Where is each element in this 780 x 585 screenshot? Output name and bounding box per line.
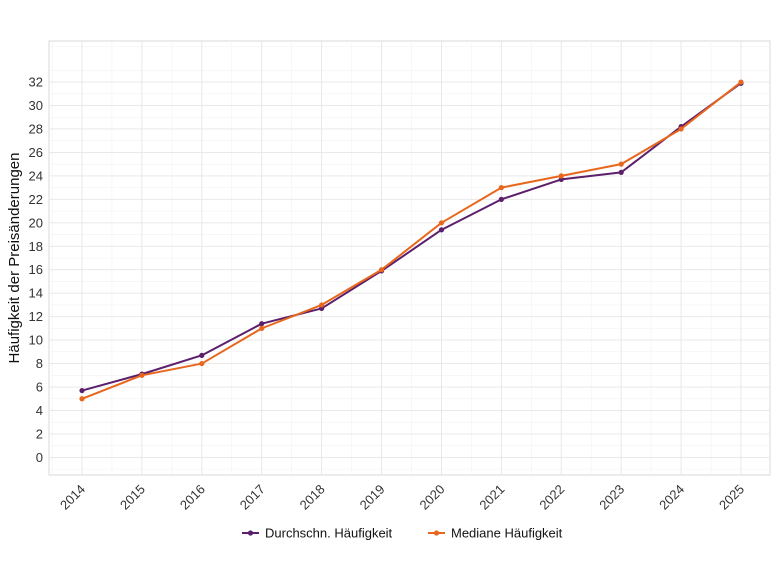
data-point: [618, 169, 624, 175]
y-tick-label: 12: [29, 309, 43, 324]
legend-label: Durchschn. Häufigkeit: [265, 526, 393, 541]
x-tick-label: 2015: [117, 482, 148, 513]
y-tick-label: 6: [36, 380, 43, 395]
data-point: [79, 387, 85, 394]
y-axis-label: Häufigkeit der Preisänderungen: [6, 153, 23, 364]
data-point: [139, 372, 145, 378]
y-tick-label: 0: [36, 450, 43, 465]
data-point: [259, 321, 265, 327]
y-tick-label: 24: [29, 168, 43, 183]
x-tick-label: 2025: [716, 482, 747, 513]
y-tick-label: 2: [36, 426, 43, 441]
x-tick-label: 2022: [536, 482, 567, 513]
x-tick-label: 2018: [297, 482, 328, 513]
data-point: [319, 302, 325, 308]
legend-item: Durchschn. Häufigkeit: [242, 526, 393, 541]
data-point: [678, 126, 684, 132]
x-axis-ticks: 2014 2015 2016 2017 2018 2019 2020 2021 2022 2023…: [57, 482, 747, 513]
x-tick-label: 2020: [417, 482, 448, 513]
y-tick-label: 20: [29, 215, 43, 230]
y-tick-label: 26: [29, 145, 43, 160]
y-tick-label: 18: [29, 239, 43, 254]
legend-key-point: [433, 530, 440, 536]
series-group: [79, 79, 744, 402]
series-line: [81, 81, 742, 400]
data-point: [738, 79, 744, 85]
data-point: [199, 352, 205, 358]
y-tick-label: 30: [29, 98, 43, 113]
data-point: [438, 220, 445, 226]
x-tick-label: 2014: [57, 482, 88, 513]
series-line: [81, 82, 742, 392]
y-tick-label: 4: [36, 403, 43, 418]
data-point: [498, 185, 504, 191]
x-tick-label: 2021: [476, 482, 507, 513]
data-point: [378, 267, 385, 273]
x-tick-label: 2016: [177, 482, 208, 513]
x-tick-label: 2019: [357, 482, 388, 513]
data-point: [438, 227, 445, 233]
data-point: [259, 325, 265, 331]
data-point: [498, 196, 504, 202]
legend-label: Mediane Häufigkeit: [451, 526, 563, 541]
y-tick-label: 14: [29, 286, 43, 301]
legend: Durchschn. Häufigkeit Mediane Häufigkeit: [242, 526, 563, 541]
legend-key-point: [247, 530, 254, 536]
y-tick-label: 22: [29, 192, 43, 207]
y-tick-label: 32: [29, 75, 43, 90]
data-point: [79, 396, 85, 402]
legend-item: Mediane Häufigkeit: [428, 526, 563, 541]
y-tick-label: 10: [29, 333, 43, 348]
data-point: [558, 173, 564, 179]
x-tick-label: 2023: [596, 482, 627, 513]
y-tick-label: 16: [29, 262, 43, 277]
grid-lines: [49, 41, 770, 475]
x-tick-label: 2017: [237, 482, 268, 513]
x-tick-label: 2024: [656, 482, 687, 513]
data-point: [199, 360, 205, 367]
y-tick-label: 8: [36, 356, 43, 371]
data-point: [618, 161, 624, 167]
y-tick-label: 28: [29, 121, 43, 136]
series-2: [79, 79, 744, 402]
